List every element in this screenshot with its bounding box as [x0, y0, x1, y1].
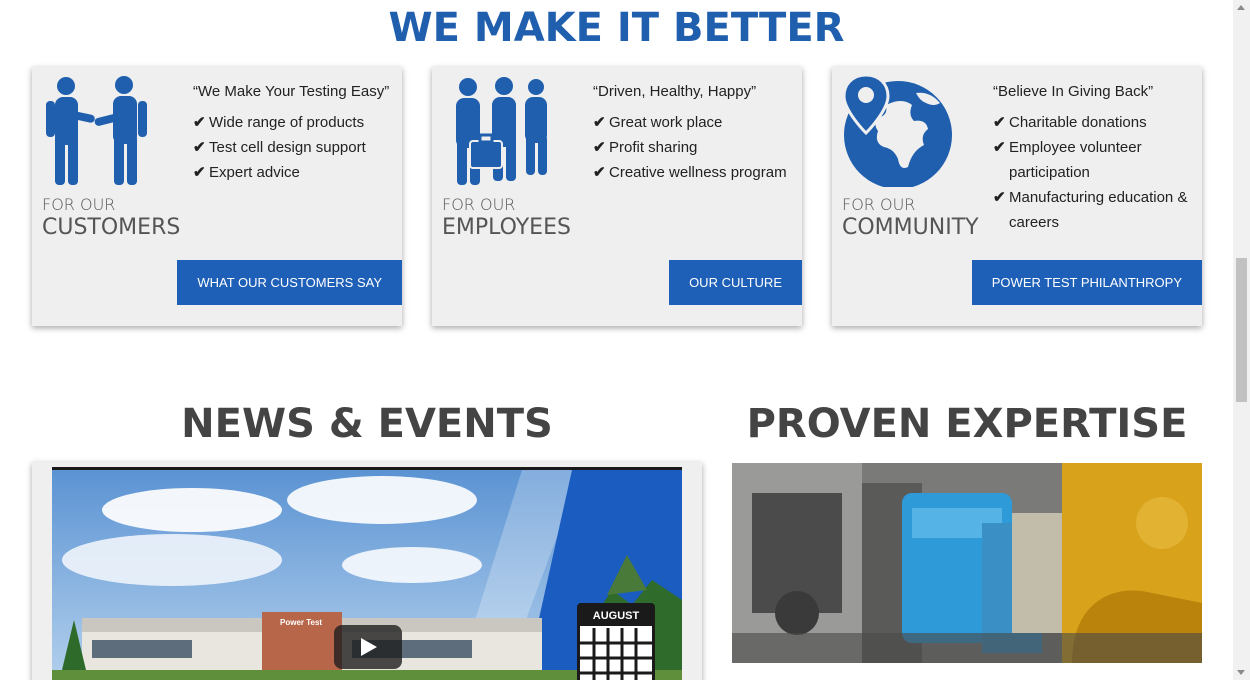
- card-quote: “Believe In Giving Back”: [993, 83, 1154, 100]
- card-title: CUSTOMERS: [42, 215, 181, 240]
- globe-pin-icon: [842, 75, 952, 187]
- scroll-up-icon[interactable]: [1237, 5, 1245, 10]
- our-culture-button[interactable]: OUR CULTURE: [669, 260, 802, 305]
- main-heading: WE MAKE IT BETTER: [388, 5, 845, 51]
- news-card: Power Test AUGUST: [32, 462, 702, 680]
- benefits-list: ✔ Wide range of products ✔ Test cell desig…: [193, 110, 398, 185]
- list-item: ✔ Test cell design support: [193, 135, 398, 160]
- calendar-icon: AUGUST: [577, 603, 655, 680]
- list-item-label: Wide range of products: [209, 114, 365, 131]
- building-sign: Power Test: [280, 618, 323, 627]
- card-copy: “We Make Your Testing Easy” ✔ Wide range …: [193, 79, 398, 185]
- news-heading: NEWS & EVENTS: [181, 401, 553, 447]
- list-item-label: Charitable donations: [1009, 114, 1147, 131]
- check-icon: ✔: [993, 189, 1006, 206]
- list-item-label: Creative wellness program: [609, 164, 787, 181]
- check-icon: ✔: [193, 164, 206, 181]
- calendar-month: AUGUST: [580, 606, 652, 626]
- scroll-down-icon[interactable]: [1237, 670, 1245, 675]
- list-item-label: Manufacturing education & careers: [1009, 189, 1188, 231]
- card-quote: “Driven, Healthy, Happy”: [593, 83, 757, 100]
- news-video[interactable]: Power Test AUGUST: [52, 467, 682, 680]
- list-item: ✔ Creative wellness program: [593, 160, 798, 185]
- card-title: COMMUNITY: [842, 215, 979, 240]
- employees-card: FOR OUR EMPLOYEES “Driven, Healthy, Happ…: [432, 67, 802, 326]
- card-kicker: FOR OUR: [442, 195, 516, 214]
- employees-icon: [456, 77, 547, 185]
- check-icon: ✔: [193, 114, 206, 131]
- card-kicker: FOR OUR: [42, 195, 116, 214]
- check-icon: ✔: [593, 139, 606, 156]
- check-icon: ✔: [593, 164, 606, 181]
- list-item: ✔ Great work place: [593, 110, 798, 135]
- list-item-label: Expert advice: [209, 164, 300, 181]
- list-item-label: Test cell design support: [209, 139, 366, 156]
- customers-card: FOR OUR CUSTOMERS “We Make Your Testing …: [32, 67, 402, 326]
- list-item: ✔ Employee volunteer participation: [993, 135, 1198, 185]
- scroll-thumb[interactable]: [1236, 258, 1247, 402]
- check-icon: ✔: [993, 114, 1006, 131]
- list-item-label: Employee volunteer participation: [1009, 139, 1142, 181]
- community-card: FOR OUR COMMUNITY “Believe In Giving Bac…: [832, 67, 1202, 326]
- card-copy: “Driven, Healthy, Happy” ✔ Great work pla…: [593, 79, 798, 185]
- card-quote: “We Make Your Testing Easy”: [193, 83, 390, 100]
- list-item: ✔ Charitable donations: [993, 110, 1198, 135]
- calendar-grid: [580, 628, 652, 680]
- customers-say-button[interactable]: WHAT OUR CUSTOMERS SAY: [177, 260, 402, 305]
- card-kicker: FOR OUR: [842, 195, 916, 214]
- play-icon[interactable]: [334, 625, 402, 669]
- philanthropy-button[interactable]: POWER TEST PHILANTHROPY: [971, 260, 1202, 305]
- expertise-heading: PROVEN EXPERTISE: [746, 401, 1188, 447]
- list-item-label: Great work place: [609, 114, 723, 131]
- benefits-list: ✔ Charitable donations ✔ Employee voluntee…: [993, 110, 1198, 235]
- list-item-label: Profit sharing: [609, 139, 698, 156]
- list-item: ✔ Expert advice: [193, 160, 398, 185]
- benefits-list: ✔ Great work place ✔ Profit sharing ✔ Creat…: [593, 110, 798, 185]
- check-icon: ✔: [593, 114, 606, 131]
- card-title: EMPLOYEES: [442, 215, 571, 240]
- list-item: ✔ Manufacturing education & careers: [993, 185, 1198, 235]
- list-item: ✔ Profit sharing: [593, 135, 798, 160]
- engine-photo: [732, 463, 1202, 663]
- expertise-photo: [732, 463, 1202, 663]
- handshake-icon: [46, 76, 147, 185]
- check-icon: ✔: [193, 139, 206, 156]
- vertical-scrollbar[interactable]: [1233, 0, 1250, 680]
- card-copy: “Believe In Giving Back” ✔ Charitable don…: [993, 79, 1198, 235]
- list-item: ✔ Wide range of products: [193, 110, 398, 135]
- check-icon: ✔: [993, 139, 1006, 156]
